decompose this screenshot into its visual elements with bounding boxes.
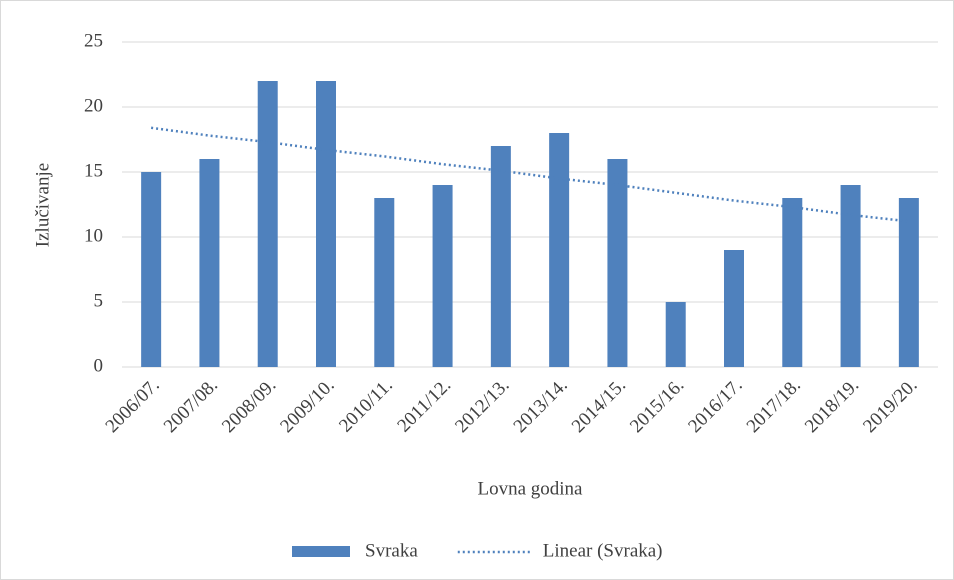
x-axis-title: Lovna godina [477,478,583,499]
trend-line [150,126,909,223]
bar [607,159,628,367]
bar [316,81,336,367]
bar [490,146,511,367]
bar [724,250,744,367]
y-tick-label: 20 [84,95,103,116]
bar [141,172,162,367]
y-tick-label: 10 [84,225,103,246]
legend-label: Svraka [365,540,418,561]
y-axis-title: Izlučivanje [32,163,53,247]
bar [257,81,278,367]
legend-swatch [292,546,350,557]
bar [898,198,919,367]
y-tick-label: 25 [84,30,103,51]
bar [374,198,395,367]
y-tick-label: 0 [94,355,104,376]
bar [782,198,803,367]
y-tick-label: 5 [94,290,104,311]
bar [432,185,453,367]
bar [549,133,570,367]
legend-label: Linear (Svraka) [543,540,663,561]
y-tick-label: 15 [84,160,103,181]
bar [665,302,686,367]
bar [199,159,220,367]
bar [840,185,861,367]
